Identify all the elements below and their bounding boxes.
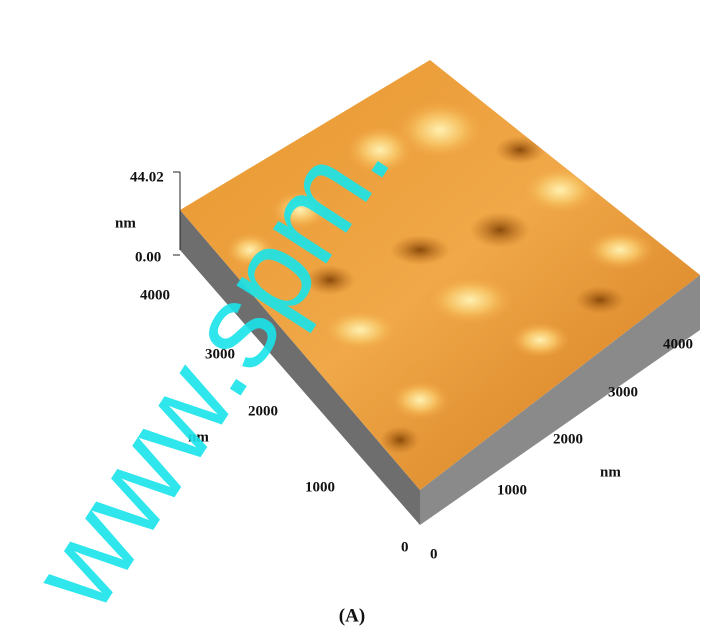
- z-min-label: 0.00: [135, 249, 161, 265]
- right-wall: [420, 275, 700, 525]
- z-unit-label: nm: [115, 215, 136, 231]
- left-tick-label: 1000: [305, 479, 335, 495]
- surface: [180, 60, 700, 490]
- right-tick-label: 3000: [608, 384, 638, 400]
- left-tick-label: 3000: [205, 346, 235, 362]
- right-unit-label: nm: [600, 464, 621, 480]
- z-max-label: 44.02: [130, 169, 164, 185]
- right-tick-label: 0: [430, 546, 438, 562]
- left-tick-label: 0: [401, 539, 409, 555]
- right-tick-label: 1000: [497, 482, 527, 498]
- caption: (A): [339, 605, 365, 626]
- left-unit-label: nm: [188, 429, 209, 445]
- left-tick-label: 2000: [248, 403, 278, 419]
- surface-texture: [225, 100, 655, 454]
- right-tick-label: 4000: [663, 336, 693, 352]
- right-tick-label: 2000: [553, 431, 583, 447]
- left-wall: [180, 210, 420, 525]
- left-tick-label: 4000: [140, 287, 170, 303]
